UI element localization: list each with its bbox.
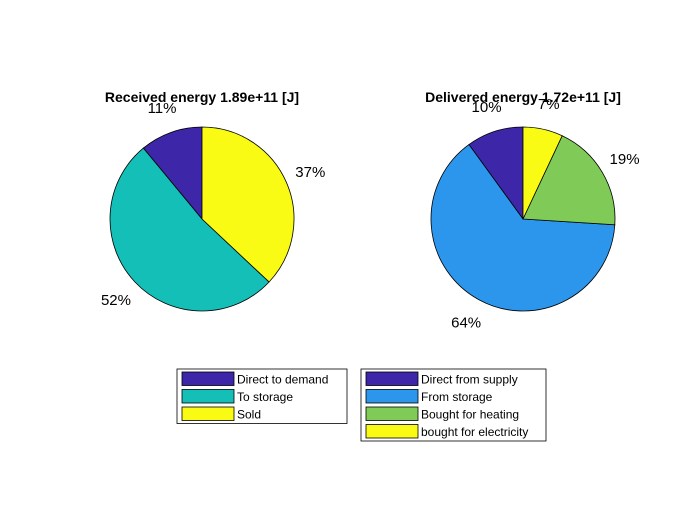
pie-label-direct-from-supply: 10% — [472, 99, 502, 116]
legend-swatch-sold — [181, 406, 235, 421]
pie-label-bought-for-heating: 19% — [610, 151, 640, 168]
delivered-energy-legend: Direct from supply From storage Bought for… — [360, 368, 547, 442]
pie-label-from-storage: 64% — [451, 314, 481, 331]
pie-slice-to-storage — [109, 147, 270, 312]
legend-swatch-direct-to-demand — [181, 371, 235, 386]
legend-swatch-from-storage — [365, 389, 419, 404]
received-energy-title: Received energy 1.89e+11 [J] — [105, 89, 299, 105]
received-energy-legend: Direct to demand To storage Sold — [176, 368, 348, 424]
legend-swatch-bought-for-electricity — [365, 424, 419, 439]
legend-swatch-to-storage — [181, 389, 235, 404]
received-energy-pie: Received energy 1.89e+11 [J] 11% 52% 37% — [101, 89, 325, 312]
legend-label-bought-for-electricity: bought for electricity — [421, 425, 528, 439]
delivered-energy-title: Delivered energy 1.72e+11 [J] — [425, 89, 621, 105]
pie-label-direct-to-demand: 11% — [148, 100, 177, 117]
legend-swatch-direct-from-supply — [365, 371, 419, 386]
legend-label-direct-to-demand: Direct to demand — [237, 373, 328, 387]
pie-slice-from-storage — [430, 144, 616, 312]
pie-label-to-storage: 52% — [101, 292, 131, 309]
legend-label-from-storage: From storage — [421, 390, 493, 404]
legend-label-to-storage: To storage — [237, 390, 293, 404]
legend-label-bought-for-heating: Bought for heating — [421, 408, 519, 422]
pie-slice-bought-for-heating — [522, 135, 616, 226]
legend-swatch-bought-for-heating — [365, 406, 419, 421]
pie-label-bought-for-electricity: 7% — [538, 96, 560, 113]
pie-label-sold: 37% — [295, 164, 325, 181]
pie-slice-bought-for-electricity — [522, 126, 563, 220]
pie-slice-sold — [201, 126, 295, 283]
legend-label-direct-from-supply: Direct from supply — [421, 373, 518, 387]
legend-label-sold: Sold — [237, 408, 261, 422]
delivered-energy-pie: Delivered energy 1.72e+11 [J] 10% 64% 19% 7… — [425, 89, 639, 331]
